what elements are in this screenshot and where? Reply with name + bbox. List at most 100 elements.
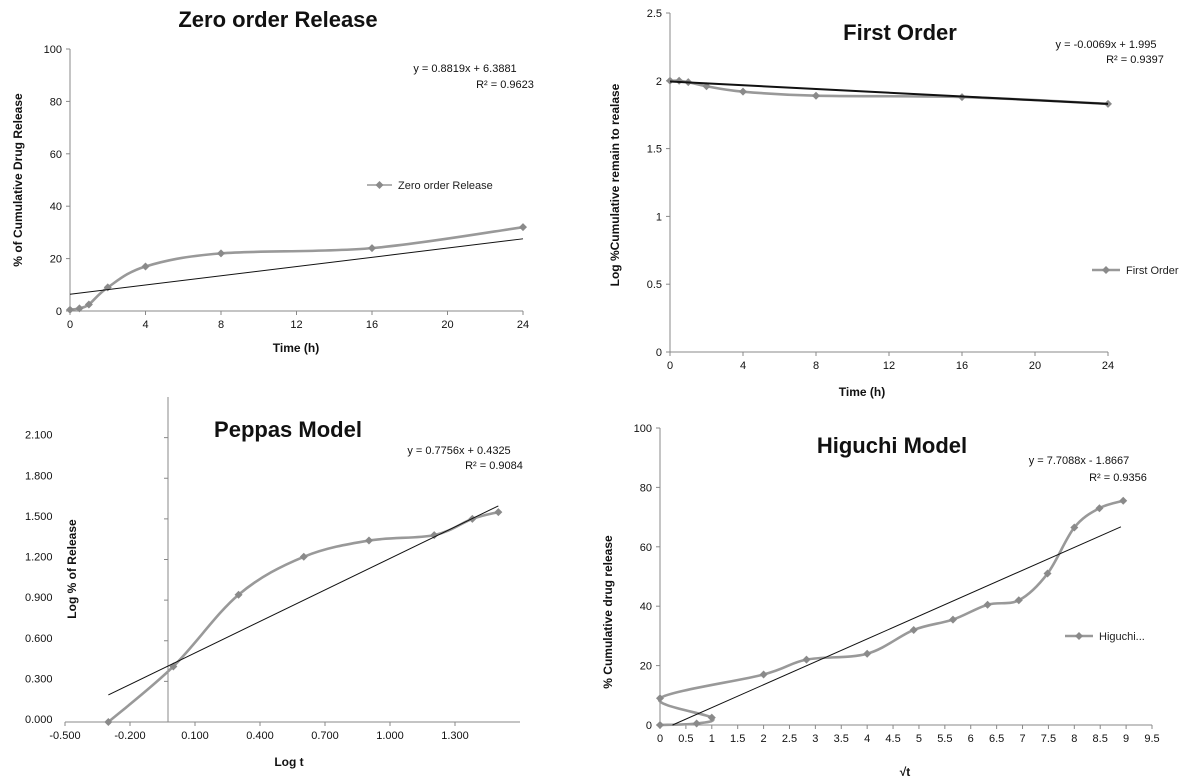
x-axis-label: Time (h) — [839, 385, 885, 399]
x-tick-label: 20 — [1029, 360, 1041, 372]
chart-title: Peppas Model — [214, 417, 362, 442]
x-tick-label: -0.200 — [114, 730, 145, 742]
x-tick-label: 0.5 — [678, 733, 693, 745]
chart-title: Higuchi Model — [817, 433, 967, 458]
y-tick-label: 0.5 — [647, 279, 662, 291]
legend-marker — [1075, 632, 1083, 640]
data-point — [1095, 504, 1104, 513]
legend-marker — [1102, 266, 1110, 274]
x-tick-label: 5 — [916, 733, 922, 745]
data-point — [104, 718, 113, 726]
legend-label: First Order — [1126, 265, 1179, 277]
trendline — [108, 505, 499, 696]
r-squared-label: R² = 0.9356 — [1089, 472, 1147, 484]
x-tick-label: 16 — [956, 360, 968, 372]
y-tick-label: 20 — [640, 661, 652, 673]
data-point — [217, 249, 225, 258]
trendline-equation: y = 7.7088x - 1.8667 — [1029, 455, 1130, 467]
data-point — [75, 304, 84, 313]
data-point — [739, 87, 747, 96]
series-line — [69, 225, 524, 311]
chart-zero: 0 4 8 12 16 20 24 0 20 40 60 80 100 Zero order Releas… — [11, 7, 534, 355]
x-tick-label: 9.5 — [1144, 733, 1159, 745]
trendline — [69, 238, 524, 295]
trendline — [672, 526, 1122, 726]
y-tick-label: 100 — [44, 44, 62, 56]
x-tick-label: 0 — [657, 733, 663, 745]
x-tick-label: 8.5 — [1093, 733, 1108, 745]
y-tick-label: 0.900 — [25, 592, 53, 604]
x-tick-label: 2.5 — [782, 733, 797, 745]
y-tick-label: 0.300 — [25, 673, 53, 685]
data-point — [666, 76, 674, 85]
x-tick-label: 0 — [667, 360, 673, 372]
data-point — [909, 625, 918, 634]
y-tick-label: 1.800 — [25, 470, 53, 482]
x-tick-label: 8 — [1071, 733, 1077, 745]
chart-title: First Order — [843, 20, 957, 45]
y-tick-label: 60 — [50, 149, 62, 161]
data-point — [948, 615, 957, 624]
data-point — [299, 552, 308, 561]
data-point — [707, 713, 716, 722]
x-tick-label: 24 — [1102, 360, 1114, 372]
y-tick-label: 2 — [656, 76, 662, 88]
data-point — [692, 719, 701, 728]
y-tick-label: 2.5 — [647, 8, 662, 20]
y-axis-label: Log % of Release — [65, 519, 79, 619]
x-tick-label: 3 — [812, 733, 818, 745]
x-tick-label: 6 — [968, 733, 974, 745]
x-tick-label: 3.5 — [834, 733, 849, 745]
y-tick-label: 80 — [640, 482, 652, 494]
y-tick-label: 0.000 — [25, 714, 53, 726]
chart-title: Zero order Release — [178, 7, 377, 32]
y-axis-label: % Cumulative drug release — [601, 535, 615, 689]
x-axis-label: Time (h) — [273, 341, 319, 355]
x-axis-label: √t — [900, 765, 911, 779]
y-tick-label: 1 — [656, 211, 662, 223]
chart-higuchi: 0 0.5 1 1.5 2 2.5 3 3.5 4 4.5 5 5.5 6 6.5 7 7.5 8 8.5 9 9.5… — [601, 423, 1160, 779]
data-point — [812, 91, 820, 100]
x-tick-label: 4 — [864, 733, 870, 745]
data-point — [1043, 569, 1052, 578]
y-tick-label: 40 — [640, 601, 652, 613]
chart-peppas: -0.500 -0.200 0.100 0.400 0.700 1.000 1.300 0.0… — [25, 397, 523, 769]
data-point — [983, 600, 992, 609]
x-tick-label: 1.300 — [441, 730, 469, 742]
y-tick-label: 0 — [56, 306, 62, 318]
data-point — [1014, 596, 1023, 605]
x-axis-label: Log t — [274, 755, 303, 769]
x-tick-label: 5.5 — [937, 733, 952, 745]
y-tick-label: 40 — [50, 201, 62, 213]
x-tick-label: 0.700 — [311, 730, 339, 742]
y-tick-label: 0 — [656, 347, 662, 359]
r-squared-label: R² = 0.9397 — [1106, 54, 1164, 66]
legend: First Order — [1092, 265, 1179, 277]
data-point — [863, 649, 872, 658]
x-tick-label: 8 — [218, 319, 224, 331]
x-tick-label: 0 — [67, 319, 73, 331]
legend-marker — [375, 181, 384, 189]
y-axis-label: % of Cumulative Drug Release — [11, 93, 25, 267]
data-point — [519, 223, 527, 232]
legend: Zero order Release — [367, 180, 493, 192]
y-tick-label: 20 — [50, 254, 62, 266]
x-tick-label: 1 — [709, 733, 715, 745]
trendline — [669, 80, 1109, 105]
y-tick-label: 2.100 — [25, 430, 53, 442]
y-tick-label: 0.600 — [25, 633, 53, 645]
trendline-equation: y = -0.0069x + 1.995 — [1056, 39, 1157, 51]
x-tick-label: 7.5 — [1041, 733, 1056, 745]
x-tick-label: 0.400 — [246, 730, 274, 742]
series-line — [107, 510, 499, 723]
y-tick-label: 80 — [50, 96, 62, 108]
x-tick-label: 0.100 — [181, 730, 209, 742]
x-tick-label: 4.5 — [885, 733, 900, 745]
x-tick-label: 4 — [740, 360, 746, 372]
data-point — [656, 694, 664, 703]
data-point — [141, 262, 150, 271]
data-point — [234, 590, 243, 599]
r-squared-label: R² = 0.9084 — [465, 460, 523, 472]
legend: Higuchi... — [1065, 631, 1145, 643]
